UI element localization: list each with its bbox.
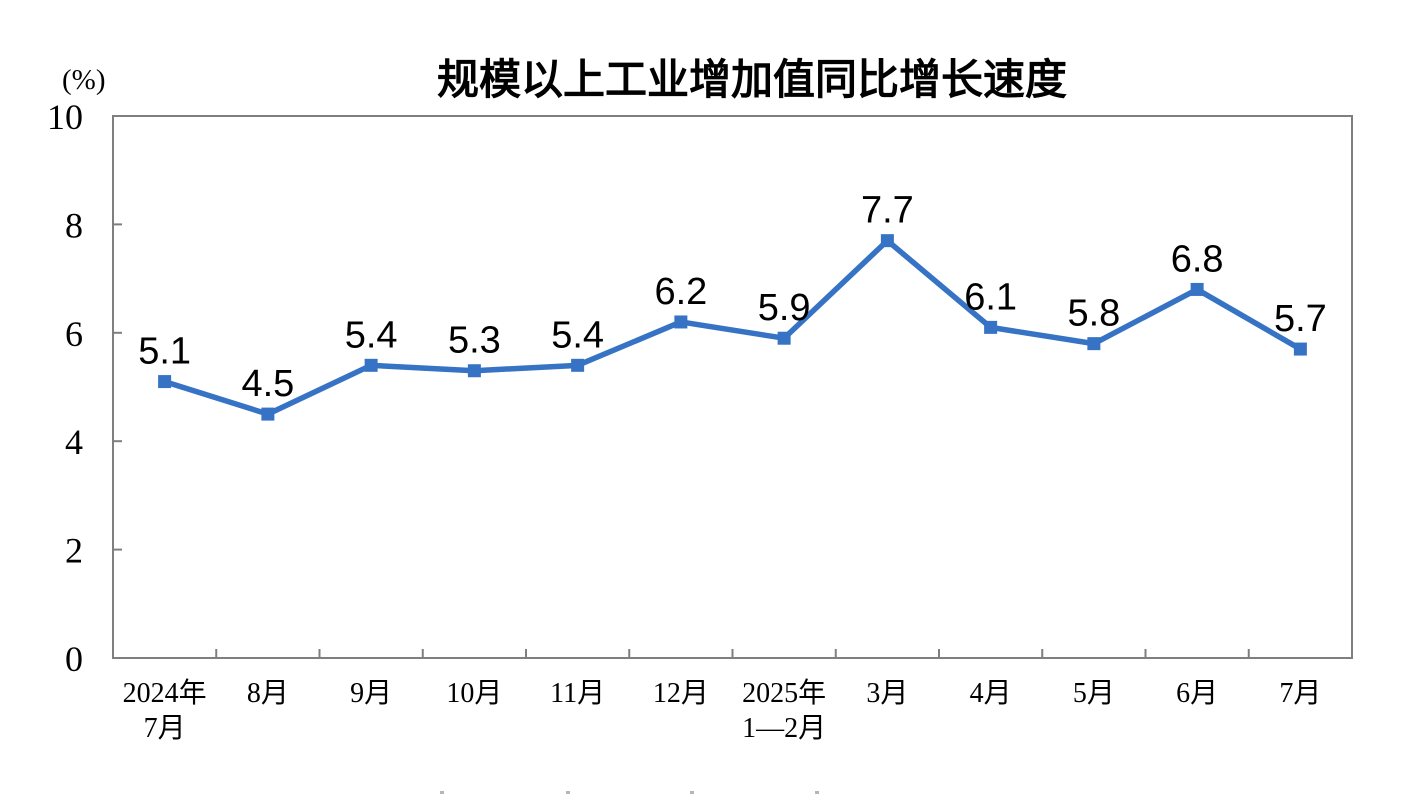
data-point-label: 5.4 bbox=[345, 314, 398, 356]
x-category-label: 3月 bbox=[866, 678, 908, 709]
y-tick-label: 6 bbox=[65, 314, 83, 354]
data-point-marker bbox=[1087, 337, 1101, 351]
data-point-marker bbox=[571, 358, 585, 372]
data-point-label: 6.1 bbox=[964, 276, 1017, 318]
x-category-label: 7月 bbox=[144, 713, 186, 744]
cropped-text-remnant-mark bbox=[566, 791, 570, 794]
x-category-label: 11月 bbox=[550, 678, 605, 709]
x-category-label: 2025年 bbox=[742, 677, 826, 709]
plot-border bbox=[112, 115, 1353, 659]
data-point-marker bbox=[1293, 342, 1307, 356]
x-category-label: 8月 bbox=[247, 678, 289, 709]
data-point-marker bbox=[880, 234, 894, 248]
x-category-label: 1—2月 bbox=[742, 713, 826, 744]
x-category-label: 4月 bbox=[970, 678, 1012, 709]
series-line bbox=[161, 237, 1304, 417]
y-axis-unit-label: (%) bbox=[62, 64, 106, 96]
cropped-text-remnant-mark bbox=[440, 791, 444, 794]
y-tick-label: 4 bbox=[65, 422, 83, 462]
data-point-marker bbox=[777, 331, 791, 345]
data-point-label: 5.1 bbox=[138, 331, 191, 373]
x-category-label: 10月 bbox=[446, 678, 502, 709]
data-point-label: 5.7 bbox=[1274, 298, 1327, 340]
data-point-marker bbox=[158, 375, 172, 389]
data-point-label: 4.5 bbox=[241, 363, 294, 405]
data-point-marker bbox=[364, 358, 378, 372]
data-point-marker bbox=[467, 364, 481, 378]
x-category-label: 12月 bbox=[653, 678, 709, 709]
data-point-label: 5.9 bbox=[758, 287, 811, 329]
x-category-label: 5月 bbox=[1073, 678, 1115, 709]
chart-title: 规模以上工业增加值同比增长速度 bbox=[436, 56, 1067, 103]
data-point-marker bbox=[674, 315, 688, 329]
cropped-text-remnant-mark bbox=[690, 791, 694, 794]
data-point-label: 6.8 bbox=[1171, 238, 1224, 280]
x-category-label: 2024年 bbox=[123, 677, 207, 709]
data-point-marker bbox=[984, 320, 998, 334]
data-point-label: 5.3 bbox=[448, 320, 501, 362]
cropped-text-remnant-mark bbox=[815, 791, 819, 794]
data-point-label: 7.7 bbox=[861, 190, 914, 232]
x-category-label: 7月 bbox=[1279, 678, 1321, 709]
data-point-marker bbox=[261, 407, 275, 421]
x-category-label: 9月 bbox=[350, 678, 392, 709]
data-point-marker bbox=[1190, 282, 1204, 296]
y-tick-label: 0 bbox=[65, 639, 83, 679]
y-tick-label: 10 bbox=[47, 97, 83, 137]
data-point-label: 5.4 bbox=[551, 314, 604, 356]
x-category-label: 6月 bbox=[1176, 678, 1218, 709]
y-tick-label: 8 bbox=[65, 205, 83, 245]
data-point-label: 5.8 bbox=[1067, 293, 1120, 335]
y-tick-label: 2 bbox=[65, 531, 83, 571]
data-point-label: 6.2 bbox=[654, 271, 707, 313]
